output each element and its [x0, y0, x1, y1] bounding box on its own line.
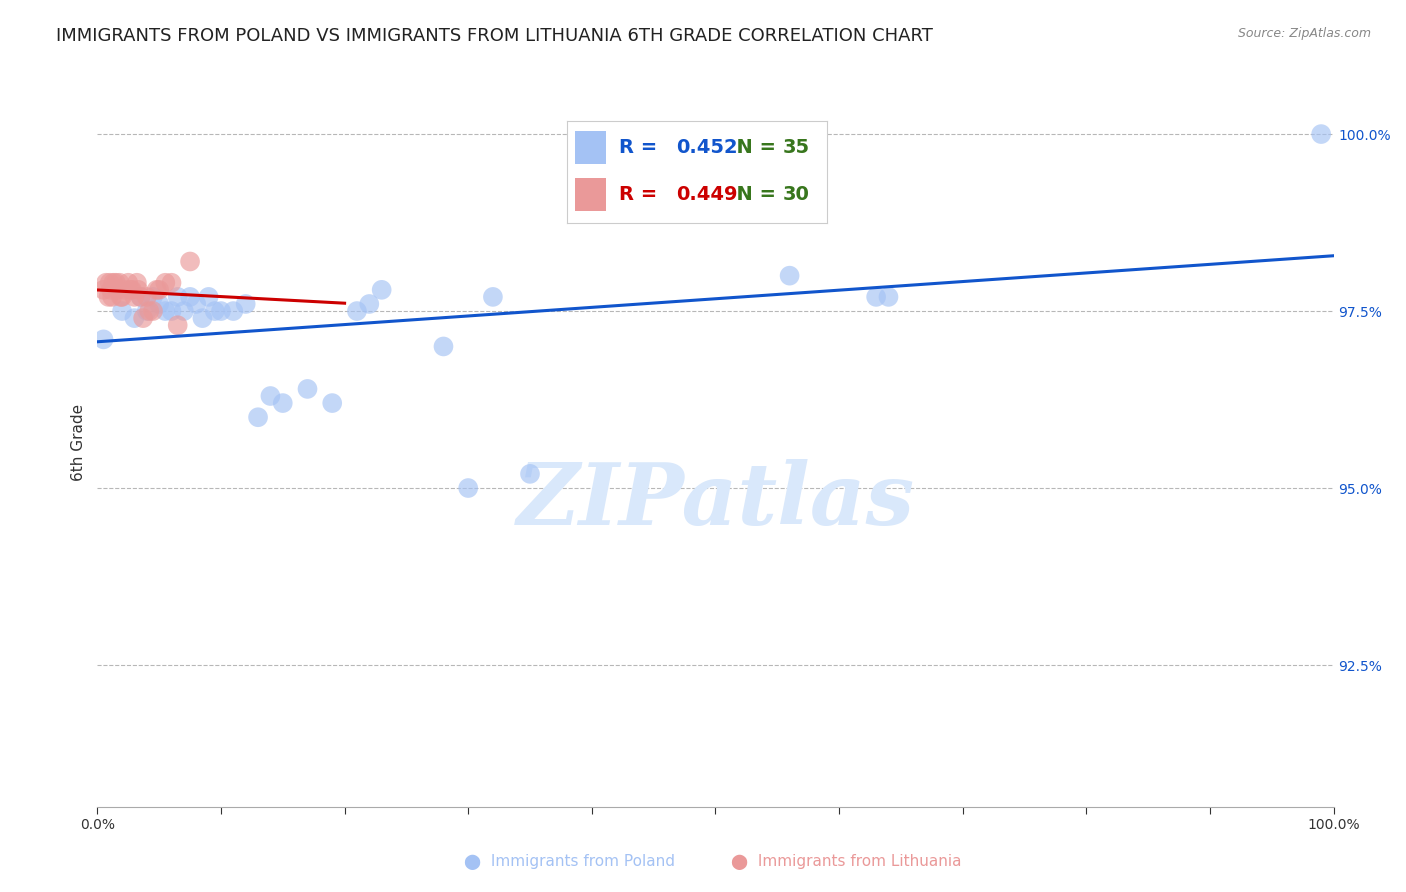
- Point: [222, 304, 245, 318]
- Point: [135, 290, 157, 304]
- Point: [100, 283, 122, 297]
- Point: [204, 304, 226, 318]
- Point: [97, 290, 120, 304]
- Point: [359, 297, 381, 311]
- Point: [482, 290, 505, 304]
- Point: [297, 382, 319, 396]
- Point: [779, 268, 801, 283]
- Point: [125, 276, 148, 290]
- Point: [271, 396, 294, 410]
- Point: [179, 290, 201, 304]
- Point: [457, 481, 479, 495]
- Point: [129, 290, 152, 304]
- Point: [179, 254, 201, 268]
- Point: [197, 290, 219, 304]
- Point: [104, 276, 127, 290]
- Point: [142, 304, 165, 318]
- Point: [124, 290, 146, 304]
- Point: [186, 297, 208, 311]
- Point: [114, 283, 136, 297]
- Point: [148, 297, 170, 311]
- Text: Source: ZipAtlas.com: Source: ZipAtlas.com: [1237, 27, 1371, 40]
- Point: [94, 276, 117, 290]
- Point: [155, 304, 177, 318]
- Point: [209, 304, 232, 318]
- Point: [247, 410, 270, 425]
- Point: [138, 304, 160, 318]
- Point: [148, 283, 170, 297]
- Point: [166, 318, 188, 333]
- Point: [111, 290, 134, 304]
- Point: [103, 276, 125, 290]
- Point: [98, 276, 121, 290]
- Point: [110, 290, 132, 304]
- Point: [173, 304, 195, 318]
- Point: [160, 276, 183, 290]
- Point: [321, 396, 343, 410]
- Point: [142, 290, 165, 304]
- Text: ⬤  Immigrants from Lithuania: ⬤ Immigrants from Lithuania: [731, 854, 962, 870]
- Y-axis label: 6th Grade: 6th Grade: [72, 403, 86, 481]
- Point: [120, 283, 142, 297]
- Point: [111, 304, 134, 318]
- Point: [129, 290, 152, 304]
- Point: [127, 283, 149, 297]
- Point: [93, 283, 115, 297]
- Point: [235, 297, 257, 311]
- Point: [259, 389, 281, 403]
- Point: [432, 339, 454, 353]
- Point: [101, 290, 124, 304]
- Point: [121, 283, 143, 297]
- Point: [155, 276, 177, 290]
- Point: [166, 290, 188, 304]
- Point: [160, 304, 183, 318]
- Point: [519, 467, 541, 481]
- Point: [191, 311, 214, 326]
- Text: ZIPatlas: ZIPatlas: [516, 458, 914, 542]
- Point: [865, 290, 887, 304]
- Point: [370, 283, 392, 297]
- Point: [93, 332, 115, 346]
- Text: IMMIGRANTS FROM POLAND VS IMMIGRANTS FROM LITHUANIA 6TH GRADE CORRELATION CHART: IMMIGRANTS FROM POLAND VS IMMIGRANTS FRO…: [56, 27, 934, 45]
- Point: [117, 276, 139, 290]
- Point: [135, 304, 157, 318]
- Point: [145, 283, 167, 297]
- Point: [346, 304, 368, 318]
- Point: [877, 290, 900, 304]
- Point: [1310, 127, 1333, 141]
- Point: [132, 311, 155, 326]
- Point: [108, 276, 131, 290]
- Point: [124, 311, 146, 326]
- Point: [105, 283, 128, 297]
- Text: ⬤  Immigrants from Poland: ⬤ Immigrants from Poland: [464, 854, 675, 870]
